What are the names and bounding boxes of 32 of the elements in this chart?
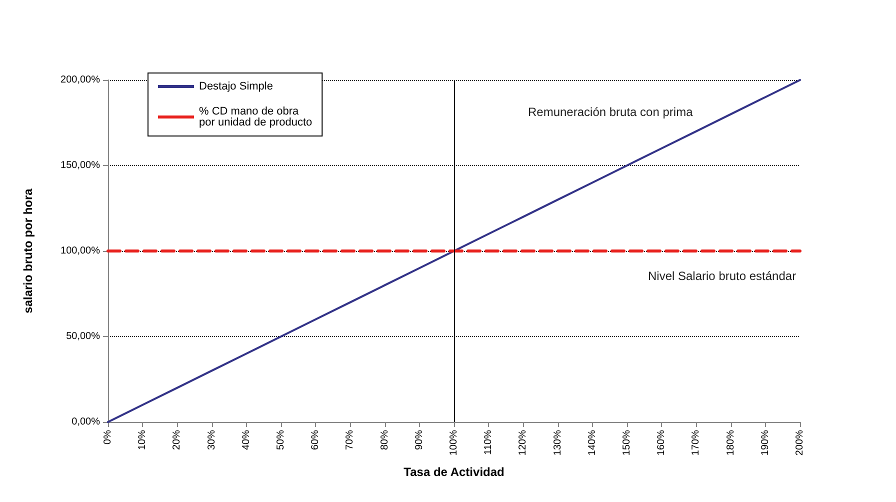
x-tick-label: 120% [518, 430, 529, 456]
x-tick-label: 180% [725, 430, 736, 456]
legend-label: Destajo Simple [199, 80, 273, 92]
y-tick-label: 50,00% [66, 331, 100, 342]
y-tick-label: 0,00% [72, 416, 100, 428]
y-axis-title: salario bruto por hora [21, 188, 35, 314]
x-tick-label: 50% [276, 430, 286, 450]
x-tick-label: 200% [794, 430, 806, 456]
annotation: Nivel Salario bruto estándar [648, 269, 796, 283]
x-tick-label: 170% [690, 430, 702, 456]
x-tick-label: 60% [310, 430, 322, 450]
x-tick-label: 10% [137, 430, 148, 450]
x-tick-label: 190% [760, 430, 771, 456]
x-axis-title: Tasa de Actividad [404, 465, 504, 479]
x-tick-label: 70% [344, 430, 356, 450]
y-tick-label: 150,00% [60, 160, 100, 171]
x-tick-label: 160% [656, 430, 668, 456]
x-tick-label: 130% [552, 430, 564, 456]
x-tick-label: 110% [483, 430, 494, 455]
x-tick-label: 100% [448, 430, 460, 456]
x-tick-label: 90% [414, 430, 425, 450]
y-tick-label: 200,00% [60, 74, 100, 86]
x-tick-label: 0% [102, 430, 114, 444]
legend-label: % CD mano de obra por unidad de producto [199, 106, 312, 128]
x-tick-label: 20% [172, 430, 183, 450]
x-tick-label: 80% [379, 430, 390, 450]
x-tick-label: 40% [240, 430, 252, 450]
x-tick-label: 140% [586, 430, 598, 456]
x-tick-label: 30% [206, 430, 218, 450]
x-tick-label: 150% [622, 430, 632, 456]
annotation: Remuneración bruta con prima [528, 105, 694, 119]
y-tick-label: 100,00% [60, 246, 100, 256]
